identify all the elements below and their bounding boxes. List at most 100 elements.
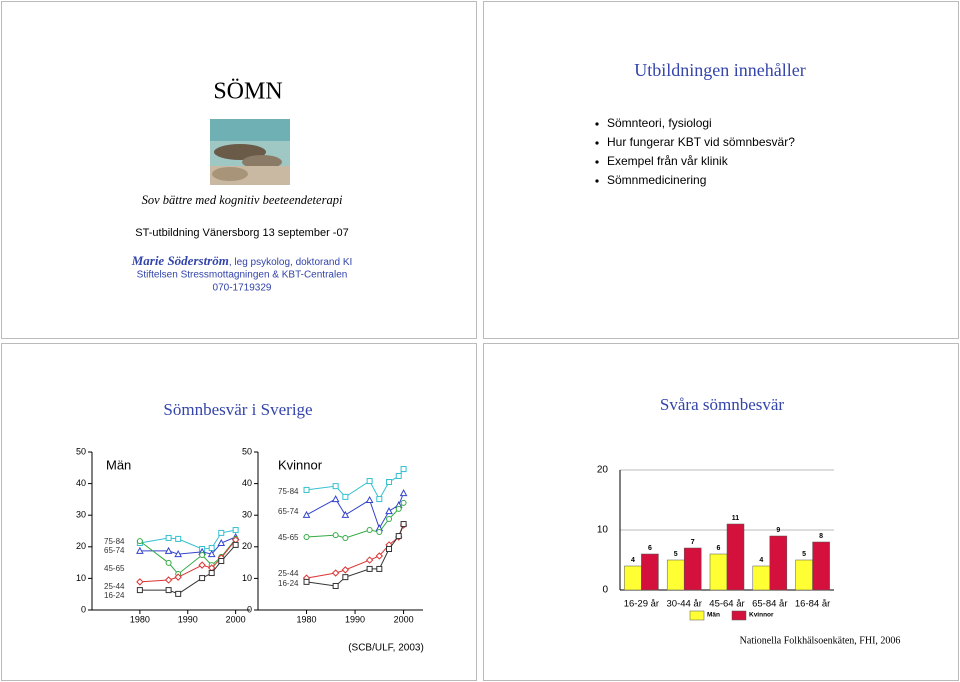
speaker-line: Marie Söderström, leg psykolog, doktoran… <box>131 253 353 268</box>
marker <box>136 587 143 594</box>
x-tick-label: 16-29 år <box>624 599 659 610</box>
series-label: 25-44 <box>278 569 299 578</box>
x-tick-label: 30-44 år <box>667 599 702 610</box>
marker <box>375 552 384 560</box>
slide-frame <box>483 343 959 681</box>
value-label: 8 <box>819 533 823 540</box>
marker <box>164 546 173 554</box>
value-label: 11 <box>732 515 740 522</box>
y-tick-label: 50 <box>76 446 86 456</box>
bar <box>726 523 745 591</box>
legend-label: Män <box>707 612 720 619</box>
marker <box>332 483 339 490</box>
value-label: 9 <box>776 527 780 534</box>
bullet-dot <box>595 122 599 126</box>
value-label: 6 <box>648 545 652 552</box>
marker <box>366 527 373 534</box>
slide-subtitle: Sov bättre med kognitiv beeteendeterapi <box>142 193 343 207</box>
bar <box>769 535 788 591</box>
bullet-dot <box>595 179 599 183</box>
marker <box>386 546 393 553</box>
marker <box>376 528 383 535</box>
bar <box>624 565 642 591</box>
marker <box>376 496 383 503</box>
slide-title: Sömnbesvär i Sverige <box>163 400 312 419</box>
marker <box>331 569 340 577</box>
bar <box>641 553 659 591</box>
bar <box>752 565 771 591</box>
bar <box>795 559 813 591</box>
series-label: 75-84 <box>278 487 299 496</box>
x-tick-label: 2000 <box>226 614 246 624</box>
marker <box>165 587 172 594</box>
marker <box>232 541 239 548</box>
marker <box>198 561 206 569</box>
photo <box>210 119 290 185</box>
y-tick-label: 0 <box>247 604 252 614</box>
x-tick-label: 16-84 år <box>795 599 830 610</box>
series-label: 75-84 <box>104 537 125 546</box>
speaker: Marie Söderström <box>131 253 229 268</box>
series-label: 16-24 <box>278 579 299 588</box>
value-label: 5 <box>674 551 678 558</box>
slide-frame <box>483 1 959 339</box>
y-tick-label: 20 <box>597 465 609 476</box>
marker <box>342 493 349 500</box>
marker <box>366 565 373 572</box>
y-tick-label: 10 <box>76 573 86 583</box>
legend-label: Kvinnor <box>749 612 774 619</box>
bullet-dot <box>595 141 599 145</box>
bullet-dot <box>595 160 599 164</box>
slide-title: Utbildningen innehåller <box>634 60 805 80</box>
y-tick-label: 30 <box>76 510 86 520</box>
y-tick-label: 40 <box>76 478 86 488</box>
value-label: 4 <box>631 557 635 564</box>
marker <box>174 550 183 558</box>
marker <box>199 575 206 582</box>
marker <box>165 534 172 541</box>
marker <box>303 578 310 585</box>
marker <box>365 495 374 504</box>
x-tick-label: 1980 <box>297 614 317 624</box>
bar <box>683 547 702 591</box>
bullet-text: Sömnteori, fysiologi <box>607 116 712 130</box>
x-tick-label: 1990 <box>345 614 365 624</box>
marker <box>165 559 172 566</box>
marker <box>232 527 239 534</box>
y-tick-label: 20 <box>242 541 252 551</box>
marker <box>342 534 349 541</box>
marker <box>218 558 225 565</box>
marker <box>208 570 215 577</box>
marker <box>385 507 393 515</box>
phone: 070-1719329 <box>213 283 272 294</box>
y-tick-label: 0 <box>602 585 608 596</box>
marker <box>302 510 311 518</box>
y-tick-label: 40 <box>242 478 252 488</box>
value-label: 6 <box>717 545 721 552</box>
bar <box>812 541 830 591</box>
event: ST-utbildning Vänersborg 13 september -0… <box>135 227 348 239</box>
marker <box>164 576 173 584</box>
marker <box>199 552 206 559</box>
y-tick-label: 30 <box>242 510 252 520</box>
legend-swatch <box>731 610 747 621</box>
y-tick-label: 0 <box>81 604 86 614</box>
bar <box>709 553 728 591</box>
marker <box>331 495 340 503</box>
marker <box>400 499 407 506</box>
x-tick-label: 65-84 år <box>752 599 787 610</box>
marker <box>175 535 182 542</box>
slide-frame <box>1 343 477 681</box>
chart-title: Män <box>106 457 131 472</box>
value-label: 4 <box>759 557 763 564</box>
y-tick-label: 10 <box>597 525 609 536</box>
x-tick-label: 1990 <box>178 614 198 624</box>
marker <box>400 521 407 528</box>
marker <box>207 550 216 558</box>
marker <box>136 578 144 586</box>
marker <box>342 574 349 581</box>
value-label: 5 <box>802 551 806 558</box>
marker <box>332 582 339 589</box>
marker <box>386 479 393 486</box>
